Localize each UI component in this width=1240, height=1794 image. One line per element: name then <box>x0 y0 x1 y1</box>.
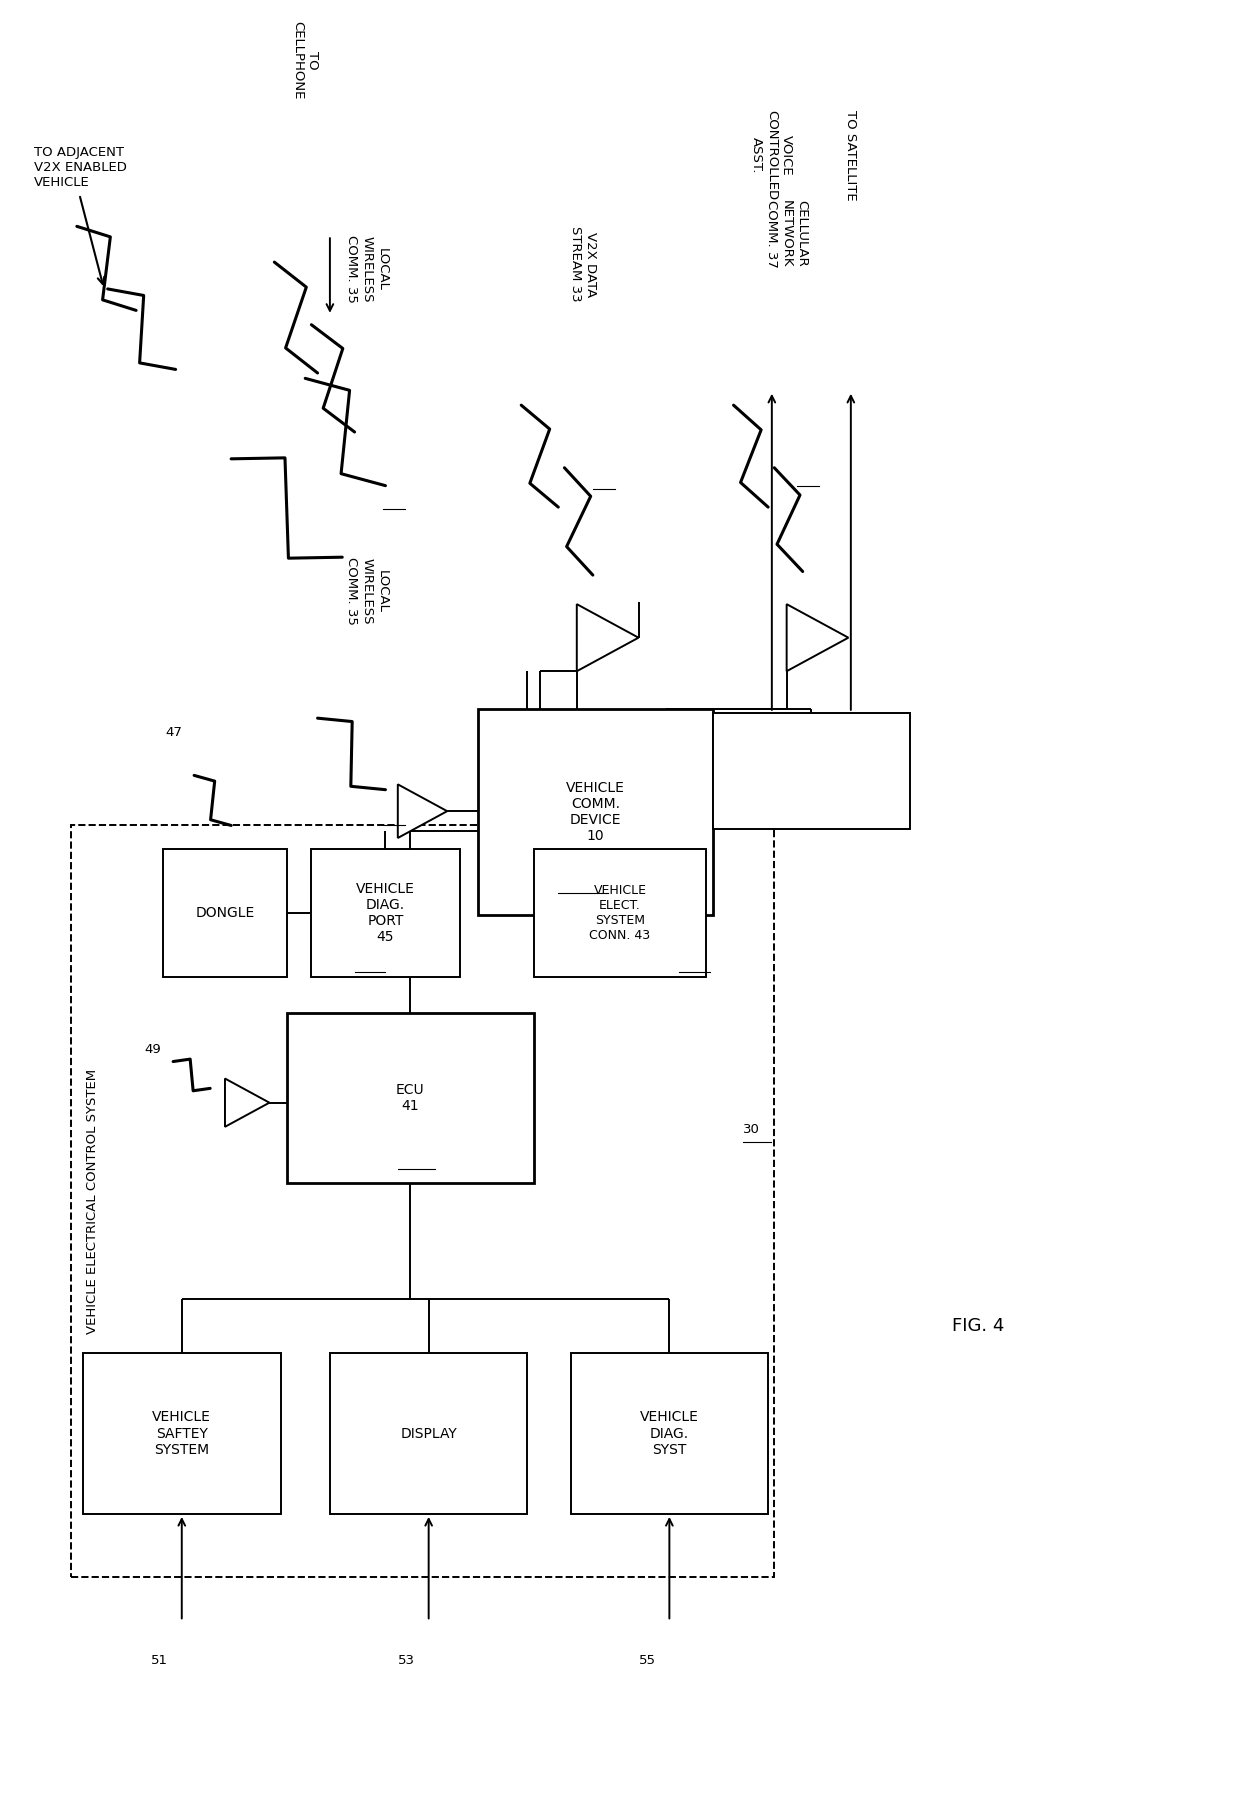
Bar <box>286 1014 533 1184</box>
Text: LOCAL
WIRELESS
COMM. 35: LOCAL WIRELESS COMM. 35 <box>346 558 388 624</box>
Text: 55: 55 <box>639 1654 656 1667</box>
Text: VEHICLE
ELECT.
SYSTEM
CONN. 43: VEHICLE ELECT. SYSTEM CONN. 43 <box>589 884 651 942</box>
Text: VEHICLE
COMM.
DEVICE
10: VEHICLE COMM. DEVICE 10 <box>565 780 625 843</box>
Bar <box>479 709 713 915</box>
Text: VEHICLE
DIAG.
SYST: VEHICLE DIAG. SYST <box>640 1410 699 1457</box>
Polygon shape <box>224 1078 269 1127</box>
Text: VOICE
CONTROLLED
ASST.: VOICE CONTROLLED ASST. <box>750 109 794 201</box>
Bar <box>164 849 286 978</box>
Bar <box>330 1353 527 1514</box>
Bar <box>570 1353 768 1514</box>
Text: VEHICLE ELECTRICAL CONTROL SYSTEM: VEHICLE ELECTRICAL CONTROL SYSTEM <box>87 1069 99 1333</box>
Text: VEHICLE
DIAG.
PORT
45: VEHICLE DIAG. PORT 45 <box>356 883 415 944</box>
Text: TO
CELLPHONE: TO CELLPHONE <box>291 22 319 99</box>
Bar <box>713 712 910 829</box>
Bar <box>311 849 460 978</box>
Bar <box>533 849 707 978</box>
Polygon shape <box>398 784 448 838</box>
Text: 53: 53 <box>398 1654 415 1667</box>
Text: ECU
41: ECU 41 <box>396 1084 424 1114</box>
Text: 51: 51 <box>151 1654 169 1667</box>
Text: FIG. 4: FIG. 4 <box>952 1317 1004 1335</box>
Text: DONGLE: DONGLE <box>196 906 254 920</box>
Text: TO SATELLITE: TO SATELLITE <box>844 109 857 201</box>
Text: TO ADJACENT
V2X ENABLED
VEHICLE: TO ADJACENT V2X ENABLED VEHICLE <box>33 145 126 188</box>
Polygon shape <box>786 605 848 671</box>
Text: 49: 49 <box>145 1042 161 1055</box>
Text: CELLULAR
NETWORK
COMM. 37: CELLULAR NETWORK COMM. 37 <box>765 199 808 267</box>
Text: 47: 47 <box>166 727 182 739</box>
Text: V2X DATA
STREAM 33: V2X DATA STREAM 33 <box>569 226 596 301</box>
Bar <box>83 1353 280 1514</box>
Bar <box>71 825 774 1577</box>
Text: 30: 30 <box>744 1123 760 1136</box>
Polygon shape <box>577 605 639 671</box>
Text: DISPLAY: DISPLAY <box>401 1426 458 1441</box>
Text: VEHICLE
SAFTEY
SYSTEM: VEHICLE SAFTEY SYSTEM <box>153 1410 211 1457</box>
Text: LOCAL
WIRELESS
COMM. 35: LOCAL WIRELESS COMM. 35 <box>346 235 388 303</box>
